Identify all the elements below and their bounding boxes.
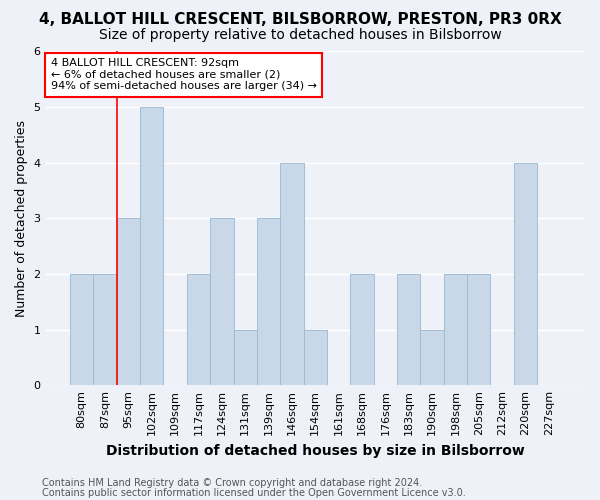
Bar (70, 274, 94, 385)
Text: 4, BALLOT HILL CRESCENT, BILSBORROW, PRESTON, PR3 0RX: 4, BALLOT HILL CRESCENT, BILSBORROW, PRE… (38, 12, 562, 28)
Bar (350, 274, 374, 385)
Bar (257, 218, 280, 385)
Text: Size of property relative to detached houses in Bilsborrow: Size of property relative to detached ho… (98, 28, 502, 42)
Bar (444, 274, 467, 385)
Text: 4 BALLOT HILL CRESCENT: 92sqm
← 6% of detached houses are smaller (2)
94% of sem: 4 BALLOT HILL CRESCENT: 92sqm ← 6% of de… (51, 58, 317, 92)
Text: Contains public sector information licensed under the Open Government Licence v3: Contains public sector information licen… (42, 488, 466, 498)
Bar (94, 274, 117, 385)
Bar (233, 330, 257, 385)
X-axis label: Distribution of detached houses by size in Bilsborrow: Distribution of detached houses by size … (106, 444, 524, 458)
Bar (117, 218, 140, 385)
Text: Contains HM Land Registry data © Crown copyright and database right 2024.: Contains HM Land Registry data © Crown c… (42, 478, 422, 488)
Bar (304, 330, 327, 385)
Y-axis label: Number of detached properties: Number of detached properties (15, 120, 28, 317)
Bar (210, 218, 233, 385)
Bar (467, 274, 490, 385)
Bar (140, 107, 163, 385)
Bar (187, 274, 210, 385)
Bar (421, 330, 444, 385)
Bar (514, 162, 537, 385)
Bar (280, 162, 304, 385)
Bar (397, 274, 421, 385)
